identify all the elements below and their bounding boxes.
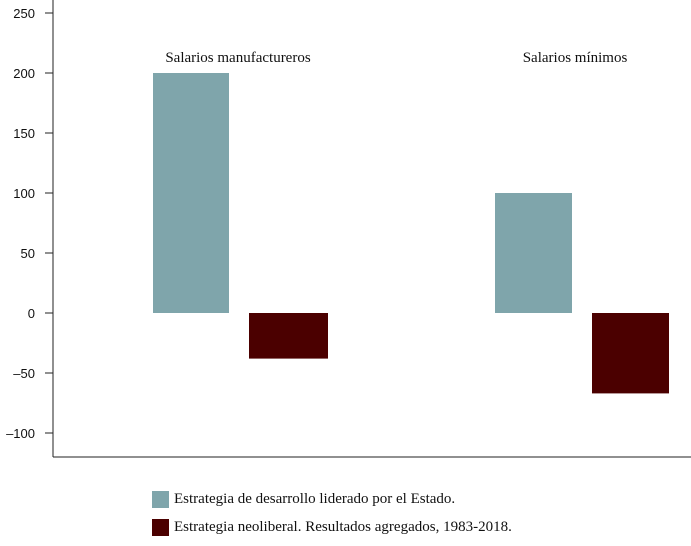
legend-label-state-led: Estrategia de desarrollo liderado por el… [174,490,456,507]
legend-swatch-state-led [152,490,169,508]
y-tick-label: 150 [13,126,35,141]
y-tick-label: 250 [13,6,35,21]
bar-neoliberal-minimum [592,313,669,394]
bar-neoliberal-manufacturing [249,313,328,359]
legend: Estrategia de desarrollo liderado por el… [152,490,512,546]
legend-swatch-neoliberal [152,518,169,536]
y-tick-label: 50 [21,246,35,261]
legend-label-neoliberal: Estrategia neoliberal. Resultados agrega… [174,518,512,535]
legend-item-neoliberal: Estrategia neoliberal. Resultados agrega… [152,518,512,536]
bar-state-led-manufacturing [153,73,229,313]
category-label: Salarios manufactureros [165,50,311,66]
y-tick-label: –50 [13,366,35,381]
y-tick-label: –100 [6,426,35,441]
legend-item-state-led: Estrategia de desarrollo liderado por el… [152,490,512,508]
bar-state-led-minimum [495,193,572,313]
y-tick-label: 0 [28,306,35,321]
y-tick-label: 200 [13,66,35,81]
category-label: Salarios mínimos [523,50,628,66]
y-tick-label: 100 [13,186,35,201]
